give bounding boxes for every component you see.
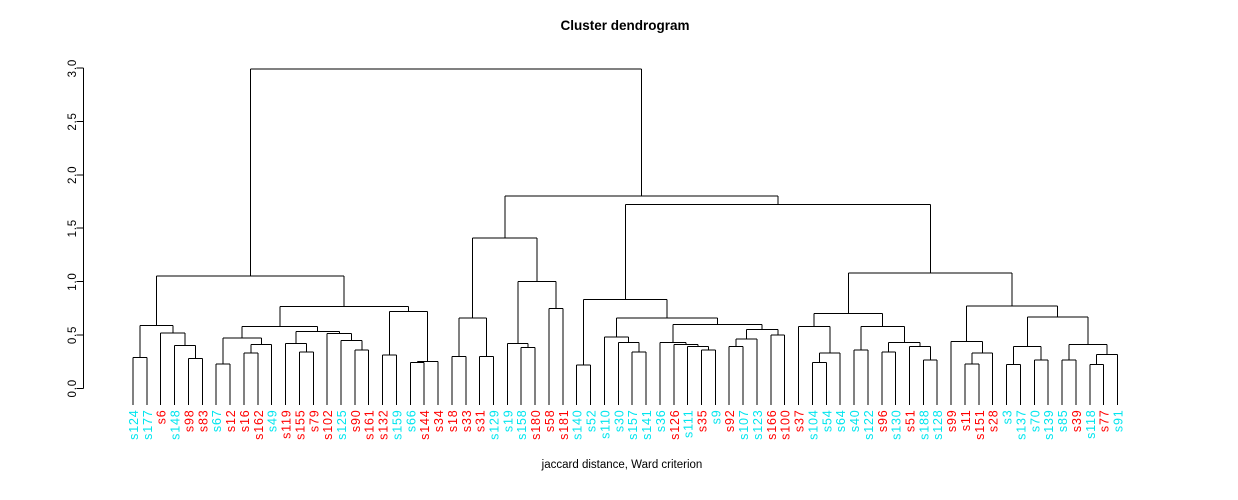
leaf-label: s12	[224, 410, 238, 433]
y-tick-label: 1.0	[67, 272, 79, 290]
leaf-label: s52	[585, 410, 599, 433]
leaf-label: s118	[1084, 410, 1098, 439]
leaf-label: s31	[474, 410, 488, 433]
leaf-label: s11	[959, 410, 973, 432]
leaf-label: s3	[1001, 410, 1015, 425]
leaf-label: s9	[709, 410, 723, 425]
leaf-label: s155	[293, 410, 307, 440]
y-tick-label: 1.5	[67, 219, 79, 237]
leaf-label: s110	[598, 410, 612, 439]
leaf-label: s157	[626, 410, 640, 440]
leaf-label: s188	[917, 410, 931, 440]
y-tick-label: 2.0	[67, 166, 79, 184]
leaf-label: s159	[390, 410, 404, 440]
leaf-label: s158	[515, 410, 529, 440]
leaf-label: s83	[196, 410, 210, 433]
leaf-label: s91	[1111, 410, 1125, 433]
leaf-label: s49	[266, 410, 280, 433]
leaf-label: s40	[848, 410, 862, 433]
leaf-label: s104	[806, 410, 820, 440]
leaf-label: s137	[1014, 410, 1028, 440]
leaf-label: s181	[557, 410, 571, 440]
leaf-label: s122	[862, 410, 876, 440]
leaf-label: s66	[404, 410, 418, 433]
leaf-label: s18	[446, 410, 460, 433]
leaf-label: s54	[820, 410, 834, 433]
leaf-label: s123	[751, 410, 765, 440]
leaf-label: s39	[1070, 410, 1084, 433]
leaf-label: s90	[349, 410, 363, 433]
leaf-label: s126	[668, 410, 682, 440]
leaf-label: s58	[543, 410, 557, 433]
dendrogram-links	[132, 68, 1118, 405]
y-tick-label: 0.5	[67, 326, 79, 344]
leaf-label: s6	[155, 410, 169, 425]
x-axis-label: jaccard distance, Ward criterion	[541, 459, 703, 471]
leaf-label: s139	[1042, 410, 1056, 440]
y-axis: 0.0 0.5 1.0 1.5 2.0 2.5 3.0	[67, 59, 84, 397]
leaf-label: s64	[834, 410, 848, 433]
leaf-label: s70	[1028, 410, 1042, 433]
leaf-label: s177	[141, 410, 155, 440]
leaf-label: s67	[210, 410, 224, 433]
leaf-label: s79	[307, 410, 321, 433]
leaf-label: s36	[654, 410, 668, 433]
leaf-label: s111	[682, 410, 696, 438]
leaf-label: s85	[1056, 410, 1070, 433]
leaf-label: s107	[737, 410, 751, 440]
leaf-labels: s124 s177 s6 s148 s98 s83 s67 s12 s16 s162 s49 s119…	[127, 409, 1125, 439]
leaf-label: s148	[169, 410, 183, 440]
y-tick-label: 0.0	[67, 379, 79, 397]
leaf-label: s141	[640, 410, 654, 440]
leaf-label: s132	[377, 410, 391, 440]
leaf-label: s102	[321, 410, 335, 440]
leaf-label: s119	[280, 410, 294, 439]
leaf-label: s144	[418, 410, 432, 440]
leaf-label: s98	[182, 410, 196, 433]
leaf-label: s140	[571, 410, 585, 440]
leaf-label: s166	[765, 410, 779, 440]
leaf-label: s35	[696, 410, 710, 433]
y-tick-label: 3.0	[67, 59, 79, 77]
leaf-label: s99	[945, 410, 959, 433]
leaf-label: s162	[252, 410, 266, 440]
leaf-label: s130	[890, 410, 904, 440]
leaf-label: s37	[793, 410, 807, 433]
leaf-label: s77	[1098, 410, 1112, 433]
y-tick-label: 2.5	[67, 112, 79, 130]
leaf-label: s100	[779, 410, 793, 440]
leaf-label: s28	[987, 410, 1001, 433]
leaf-label: s33	[460, 410, 474, 433]
leaf-label: s151	[973, 410, 987, 440]
leaf-label: s16	[238, 410, 252, 433]
leaf-label: s161	[363, 410, 377, 440]
chart-title: Cluster dendrogram	[560, 18, 690, 33]
leaf-label: s19	[501, 409, 515, 432]
leaf-label: s124	[127, 410, 141, 440]
leaf-label: s51	[903, 410, 917, 433]
leaf-label: s34	[432, 410, 446, 433]
leaf-label: s92	[723, 410, 737, 433]
leaf-label: s125	[335, 410, 349, 440]
leaf-label: s180	[529, 410, 543, 440]
leaf-label: s129	[488, 410, 502, 440]
leaf-label: s96	[876, 410, 890, 433]
leaf-label: s30	[612, 410, 626, 433]
leaf-label: s128	[931, 410, 945, 440]
